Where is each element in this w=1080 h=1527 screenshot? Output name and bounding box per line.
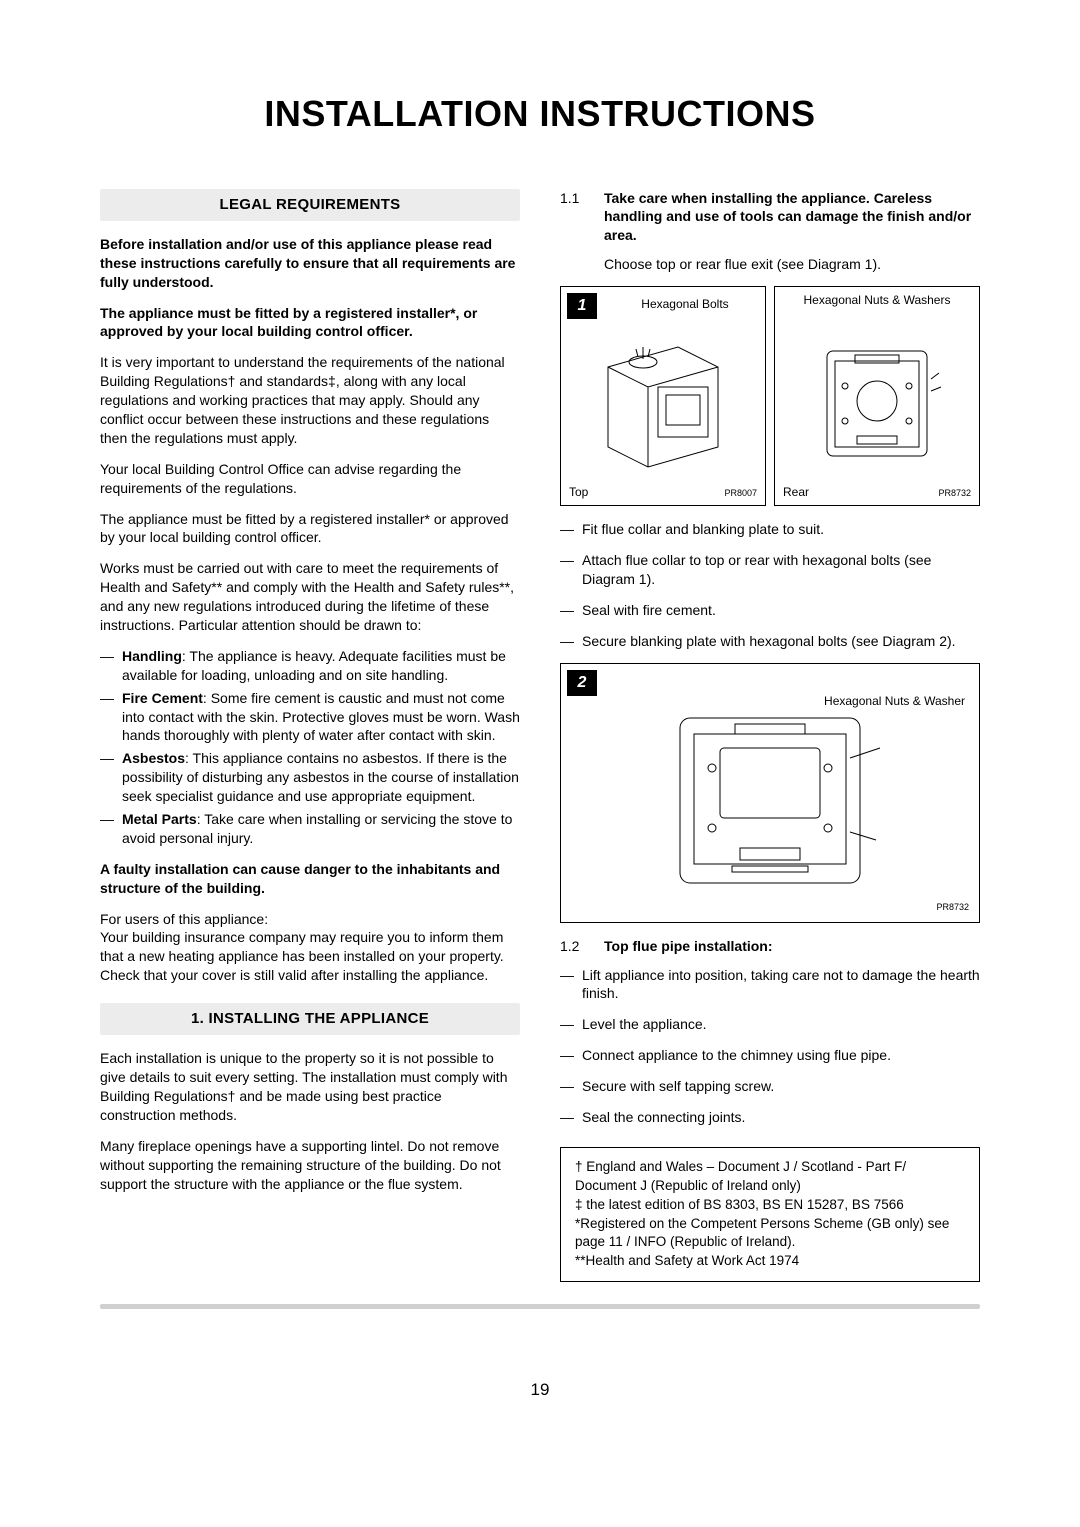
steps-top-flue: Lift appliance into position, taking car… xyxy=(560,966,980,1127)
intro-bold-1: Before installation and/or use of this a… xyxy=(100,235,520,292)
step-level: Level the appliance. xyxy=(578,1015,980,1034)
stove-rear-icon xyxy=(807,331,947,471)
para-regulations: It is very important to understand the r… xyxy=(100,353,520,447)
diagram-1-code-b: PR8732 xyxy=(938,487,971,499)
bullet-asbestos-label: Asbestos xyxy=(122,750,185,766)
faulty-install-warning: A faulty installation can cause danger t… xyxy=(100,860,520,898)
page-title: INSTALLATION INSTRUCTIONS xyxy=(100,90,980,139)
section-1-1-num: 1.1 xyxy=(560,189,584,246)
diagram-1: 1 Hexagonal Bolts Top PR8007 xyxy=(560,286,980,506)
diagram-1-bolts-label: Hexagonal Bolts xyxy=(611,297,759,311)
diagram-1-rear: Hexagonal Nuts & Washers Rear PR8732 xyxy=(774,286,980,506)
footnote-box: † England and Wales – Document J / Scotl… xyxy=(560,1147,980,1282)
footnote-3: *Registered on the Competent Persons Sch… xyxy=(575,1215,965,1253)
page-number: 19 xyxy=(100,1379,980,1402)
diagram-1-number: 1 xyxy=(567,293,597,319)
step-connect: Connect appliance to the chimney using f… xyxy=(578,1046,980,1065)
step-seal-cement: Seal with fire cement. xyxy=(578,601,980,620)
section-1-2-num: 1.2 xyxy=(560,937,584,956)
footnote-4: **Health and Safety at Work Act 1974 xyxy=(575,1252,965,1271)
diagram-1-top-label: Top xyxy=(569,485,588,499)
para-lintel: Many fireplace openings have a supportin… xyxy=(100,1137,520,1194)
para-building-control: Your local Building Control Office can a… xyxy=(100,460,520,498)
diagram-1-top: 1 Hexagonal Bolts Top PR8007 xyxy=(560,286,766,506)
bullet-asbestos: Asbestos: This appliance contains no asb… xyxy=(118,749,520,806)
step-seal-joints: Seal the connecting joints. xyxy=(578,1108,980,1127)
diagram-2: 2 Hexagonal Nuts & Washer PR8732 xyxy=(560,663,980,923)
para-unique-install: Each installation is unique to the prope… xyxy=(100,1049,520,1125)
two-column-layout: LEGAL REQUIREMENTS Before installation a… xyxy=(100,189,980,1283)
bottom-rule xyxy=(100,1304,980,1309)
footnote-1: † England and Wales – Document J / Scotl… xyxy=(575,1158,965,1196)
left-column: LEGAL REQUIREMENTS Before installation a… xyxy=(100,189,520,1283)
diagram-2-code: PR8732 xyxy=(936,901,969,913)
installing-appliance-header: 1. INSTALLING THE APPLIANCE xyxy=(100,1003,520,1035)
section-1-1-text: Take care when installing the appliance.… xyxy=(604,189,980,246)
legal-requirements-header: LEGAL REQUIREMENTS xyxy=(100,189,520,221)
step-secure-screw: Secure with self tapping screw. xyxy=(578,1077,980,1096)
step-secure-plate: Secure blanking plate with hexagonal bol… xyxy=(578,632,980,651)
step-fit-collar: Fit flue collar and blanking plate to su… xyxy=(578,520,980,539)
stove-perspective-icon xyxy=(588,327,738,477)
steps-after-d1: Fit flue collar and blanking plate to su… xyxy=(560,520,980,650)
diagram-1-nuts-label: Hexagonal Nuts & Washers xyxy=(781,293,973,307)
users-insurance: Your building insurance company may requ… xyxy=(100,928,520,985)
bullet-handling: Handling: The appliance is heavy. Adequa… xyxy=(118,647,520,685)
diagram-2-number: 2 xyxy=(567,670,597,696)
bullet-fire-cement-label: Fire Cement xyxy=(122,690,203,706)
diagram-2-nuts-label: Hexagonal Nuts & Washer xyxy=(824,694,965,708)
safety-bullets: Handling: The appliance is heavy. Adequa… xyxy=(100,647,520,848)
step-attach-collar: Attach flue collar to top or rear with h… xyxy=(578,551,980,589)
section-1-2: 1.2 Top flue pipe installation: xyxy=(560,937,980,956)
stove-rear-large-icon xyxy=(640,698,900,898)
bullet-metal-parts-label: Metal Parts xyxy=(122,811,197,827)
choose-flue-exit: Choose top or rear flue exit (see Diagra… xyxy=(560,255,980,274)
intro-bold-2: The appliance must be fitted by a regist… xyxy=(100,304,520,342)
para-health-safety: Works must be carried out with care to m… xyxy=(100,559,520,635)
bullet-handling-label: Handling xyxy=(122,648,182,664)
step-lift: Lift appliance into position, taking car… xyxy=(578,966,980,1004)
para-installer: The appliance must be fitted by a regist… xyxy=(100,510,520,548)
bullet-metal-parts: Metal Parts: Take care when installing o… xyxy=(118,810,520,848)
right-column: 1.1 Take care when installing the applia… xyxy=(560,189,980,1283)
bullet-fire-cement: Fire Cement: Some fire cement is caustic… xyxy=(118,689,520,746)
section-1-2-text: Top flue pipe installation: xyxy=(604,937,980,956)
diagram-1-rear-label: Rear xyxy=(783,485,809,499)
diagram-1-code-a: PR8007 xyxy=(724,487,757,499)
users-intro: For users of this appliance: xyxy=(100,910,520,929)
section-1-1: 1.1 Take care when installing the applia… xyxy=(560,189,980,246)
footnote-2: ‡ the latest edition of BS 8303, BS EN 1… xyxy=(575,1196,965,1215)
